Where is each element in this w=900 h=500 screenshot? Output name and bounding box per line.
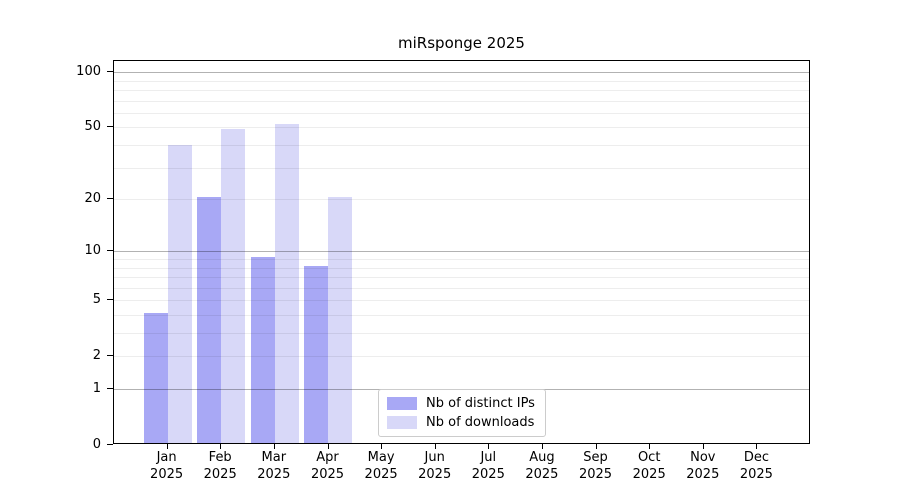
y-tick-10 bbox=[107, 250, 113, 252]
x-tick-label-sep: Sep 2025 bbox=[578, 450, 613, 482]
x-tick-dec bbox=[756, 444, 758, 449]
x-tick-label-nov: Nov 2025 bbox=[686, 450, 720, 482]
x-tick-label-jan: Jan 2025 bbox=[150, 450, 184, 482]
legend-item-downloads: Nb of downloads bbox=[387, 415, 535, 430]
legend-label-distinct-ips: Nb of distinct IPs bbox=[426, 396, 535, 411]
y-tick-label-1: 1 bbox=[92, 380, 101, 396]
y-tick-label-2: 2 bbox=[92, 347, 101, 363]
x-tick-aug bbox=[541, 444, 543, 449]
y-tick-label-5: 5 bbox=[92, 291, 101, 307]
bar-downloads-feb bbox=[221, 128, 246, 443]
gridline-minor-6 bbox=[114, 287, 809, 289]
y-tick-label-100: 100 bbox=[76, 63, 101, 79]
bar-distinct-ips-jan bbox=[143, 313, 168, 443]
y-tick-label-50: 50 bbox=[84, 118, 101, 134]
x-tick-label-mar: Mar 2025 bbox=[257, 450, 291, 482]
x-tick-nov bbox=[702, 444, 704, 449]
gridline-minor-90 bbox=[114, 80, 809, 82]
bar-distinct-ips-apr bbox=[304, 265, 329, 443]
gridline-minor-50 bbox=[114, 127, 809, 129]
x-tick-oct bbox=[649, 444, 651, 449]
gridline-minor-2 bbox=[114, 356, 809, 358]
gridline-minor-60 bbox=[114, 112, 809, 114]
bar-distinct-ips-feb bbox=[197, 197, 222, 443]
x-tick-mar bbox=[273, 444, 275, 449]
y-tick-1 bbox=[107, 388, 113, 389]
bar-downloads-apr bbox=[328, 197, 353, 443]
y-tick-100 bbox=[107, 71, 113, 73]
y-tick-label-10: 10 bbox=[84, 242, 101, 258]
gridline-minor-3 bbox=[114, 333, 809, 334]
gridline-major-100 bbox=[114, 72, 809, 74]
x-tick-label-apr: Apr 2025 bbox=[310, 450, 345, 482]
gridline-minor-4 bbox=[114, 315, 809, 316]
y-tick-20 bbox=[107, 198, 113, 200]
x-tick-jan bbox=[166, 444, 168, 449]
y-tick-2 bbox=[107, 355, 113, 357]
legend-swatch-downloads bbox=[387, 416, 417, 429]
y-tick-5 bbox=[107, 299, 113, 301]
x-tick-feb bbox=[220, 444, 222, 449]
legend: Nb of distinct IPs Nb of downloads bbox=[378, 389, 546, 437]
x-tick-label-feb: Feb 2025 bbox=[203, 450, 237, 482]
legend-swatch-distinct-ips bbox=[387, 397, 417, 410]
x-tick-label-jun: Jun 2025 bbox=[418, 450, 452, 482]
gridline-minor-9 bbox=[114, 259, 809, 260]
x-tick-label-oct: Oct 2025 bbox=[632, 450, 666, 482]
x-tick-jun bbox=[434, 444, 436, 449]
gridline-minor-80 bbox=[114, 90, 809, 91]
chart-title: miRsponge 2025 bbox=[398, 34, 525, 52]
gridline-minor-70 bbox=[114, 100, 809, 102]
x-tick-label-may: May 2025 bbox=[364, 450, 398, 482]
bar-distinct-ips-mar bbox=[250, 257, 275, 443]
x-tick-may bbox=[381, 444, 383, 449]
bar-downloads-mar bbox=[274, 123, 299, 443]
x-tick-label-jul: Jul 2025 bbox=[471, 450, 505, 482]
x-tick-label-dec: Dec 2025 bbox=[739, 450, 773, 482]
x-tick-apr bbox=[327, 444, 329, 449]
x-tick-jul bbox=[488, 444, 490, 449]
gridline-minor-40 bbox=[114, 145, 809, 146]
plot-area bbox=[113, 60, 810, 444]
x-tick-label-aug: Aug 2025 bbox=[525, 450, 559, 482]
x-tick-sep bbox=[595, 444, 597, 449]
y-tick-label-20: 20 bbox=[84, 190, 101, 206]
gridline-minor-7 bbox=[114, 277, 809, 278]
y-tick-0 bbox=[107, 444, 113, 445]
gridline-minor-30 bbox=[114, 167, 809, 169]
bar-downloads-jan bbox=[167, 145, 192, 443]
gridline-minor-20 bbox=[114, 199, 809, 201]
y-tick-label-0: 0 bbox=[92, 436, 101, 452]
gridline-minor-5 bbox=[114, 300, 809, 302]
y-tick-50 bbox=[107, 126, 113, 128]
legend-item-distinct-ips: Nb of distinct IPs bbox=[387, 396, 535, 411]
gridline-major-10 bbox=[114, 251, 809, 253]
legend-label-downloads: Nb of downloads bbox=[426, 415, 535, 430]
gridline-minor-8 bbox=[114, 267, 809, 269]
